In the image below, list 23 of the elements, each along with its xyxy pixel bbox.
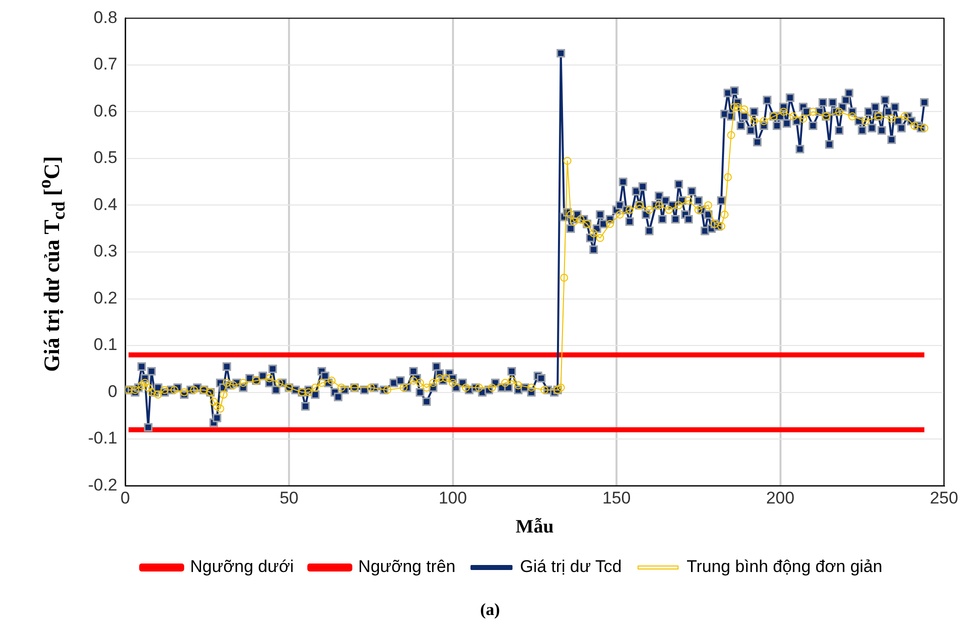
text: (a)	[479, 600, 501, 620]
y-tick-label: -0.2	[88, 475, 118, 494]
x-tick-label: 50	[280, 488, 298, 508]
y-tick-label: 0.3	[94, 242, 118, 261]
x-tick-label: 150	[602, 488, 631, 508]
legend-label: Ngưỡng dưới	[190, 557, 294, 576]
x-tick-label: 0	[120, 488, 130, 508]
legend-label: Ngưỡng trên	[358, 557, 456, 576]
y-tick-label: 0	[108, 382, 118, 401]
y-tick-label: -0.1	[88, 428, 118, 448]
y-tick-label: 0.2	[94, 288, 118, 308]
legend-label: Giá trị dư Tcd	[520, 557, 622, 576]
x-tick-label: 250	[930, 488, 958, 508]
y-tick-label: 0.4	[94, 194, 118, 214]
x-axis-title: Mẫu	[516, 516, 554, 538]
y-tick-label: 0.5	[94, 148, 118, 168]
y-tick-label: 0.6	[94, 101, 118, 120]
y-tick-label: 0.8	[94, 8, 118, 27]
y-tick-label: 0.7	[94, 54, 118, 74]
y-tick-label: 0.1	[94, 335, 118, 354]
x-tick-label: 100	[438, 488, 467, 508]
legend-label: Trung bình động đơn giản	[686, 557, 882, 576]
x-tick-label: 200	[766, 488, 794, 508]
